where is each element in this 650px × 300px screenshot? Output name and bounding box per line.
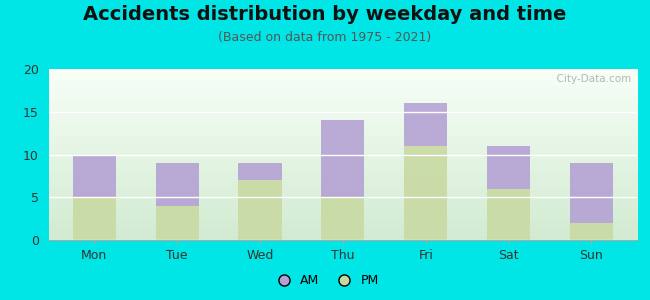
- Bar: [570, 223, 613, 240]
- Bar: [570, 163, 613, 223]
- Bar: [155, 206, 199, 240]
- Bar: [73, 154, 116, 197]
- Bar: [487, 146, 530, 189]
- Bar: [73, 197, 116, 240]
- Bar: [487, 189, 530, 240]
- Bar: [321, 120, 365, 197]
- Text: (Based on data from 1975 - 2021): (Based on data from 1975 - 2021): [218, 32, 432, 44]
- Bar: [404, 103, 447, 146]
- Bar: [239, 180, 281, 240]
- Bar: [239, 163, 281, 180]
- Text: Accidents distribution by weekday and time: Accidents distribution by weekday and ti…: [83, 4, 567, 23]
- Bar: [321, 197, 365, 240]
- Bar: [155, 163, 199, 206]
- Bar: [404, 146, 447, 240]
- Text: City-Data.com: City-Data.com: [550, 74, 631, 84]
- Legend: AM, PM: AM, PM: [266, 269, 384, 292]
